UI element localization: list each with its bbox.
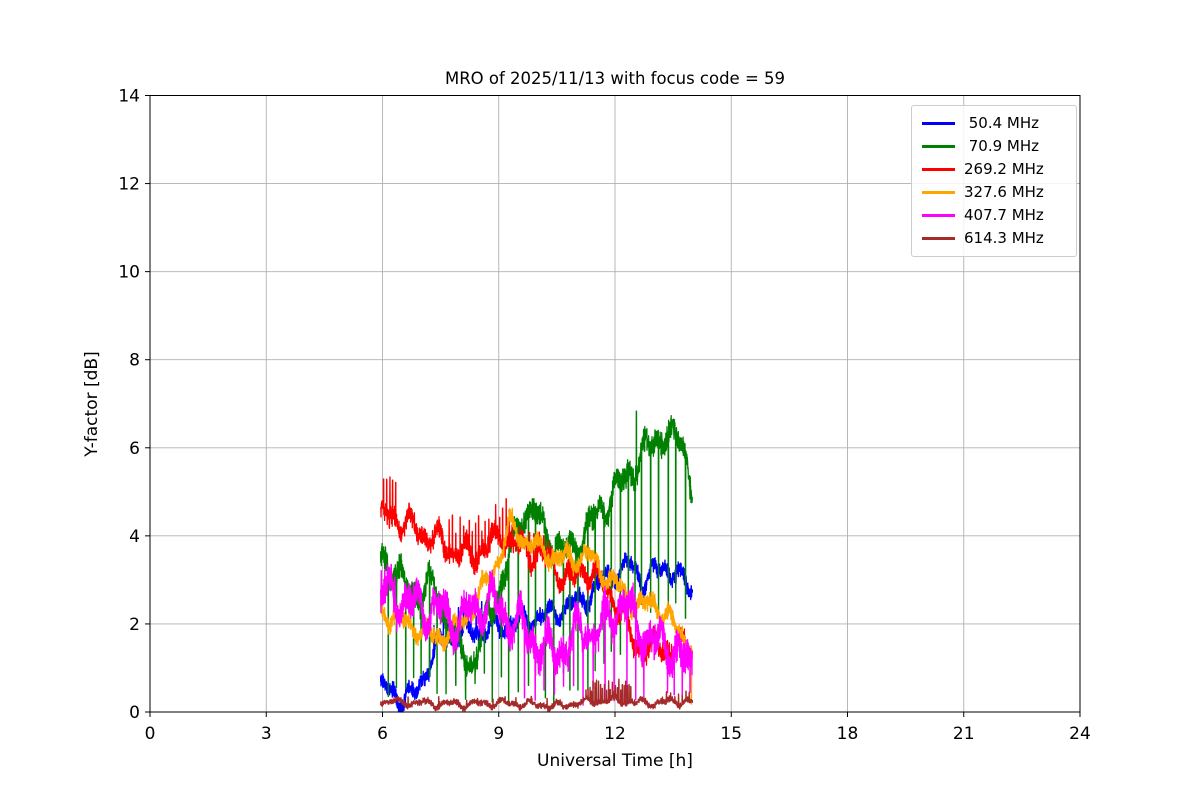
y-axis-label: Y-factor [dB] bbox=[82, 351, 102, 457]
y-tick-label: 2 bbox=[129, 615, 140, 635]
y-tick-label: 6 bbox=[129, 439, 140, 459]
series-lines bbox=[379, 410, 694, 713]
series-line-70-9-mhz bbox=[379, 410, 694, 706]
x-tick-label: 3 bbox=[261, 724, 272, 744]
legend-line-swatch bbox=[922, 122, 955, 125]
x-tick-label: 12 bbox=[604, 724, 626, 744]
chart-title: MRO of 2025/11/13 with focus code = 59 bbox=[445, 69, 785, 88]
legend-line-swatch bbox=[922, 237, 955, 240]
legend-line-swatch bbox=[922, 191, 955, 194]
x-tick-label: 0 bbox=[145, 724, 156, 744]
x-tick-label: 24 bbox=[1069, 724, 1091, 744]
legend-item-70-9-mhz: 70.9 MHz bbox=[922, 137, 1066, 156]
legend-label: 50.4 MHz bbox=[964, 114, 1040, 132]
y-tick-label: 8 bbox=[129, 351, 140, 371]
legend-label: 269.2 MHz bbox=[964, 160, 1044, 178]
y-tick-label: 12 bbox=[118, 175, 140, 195]
x-axis-label: Universal Time [h] bbox=[537, 751, 693, 771]
x-tick-label: 15 bbox=[720, 724, 742, 744]
legend-line-swatch bbox=[922, 168, 955, 171]
x-tick-label: 9 bbox=[493, 724, 504, 744]
legend-line-swatch bbox=[922, 214, 955, 217]
x-tick-label: 21 bbox=[953, 724, 975, 744]
legend-line-swatch bbox=[922, 145, 955, 148]
legend-label: 70.9 MHz bbox=[964, 137, 1040, 155]
legend-label: 614.3 MHz bbox=[964, 229, 1044, 247]
y-tick-label: 4 bbox=[129, 527, 140, 547]
legend-item-50-4-mhz: 50.4 MHz bbox=[922, 114, 1066, 133]
y-tick-label: 0 bbox=[129, 703, 140, 723]
series-line-614-3-mhz bbox=[379, 678, 694, 713]
plot-frame bbox=[149, 95, 1081, 713]
legend-item-269-2-mhz: 269.2 MHz bbox=[922, 160, 1066, 179]
legend-label: 407.7 MHz bbox=[964, 206, 1044, 224]
y-tick-label: 10 bbox=[118, 263, 140, 283]
x-tick-label: 18 bbox=[837, 724, 859, 744]
y-tick-label: 14 bbox=[118, 87, 140, 107]
legend: 50.4 MHz 70.9 MHz 269.2 MHz 327.6 MHz 407.7… bbox=[911, 105, 1077, 257]
x-tick-label: 6 bbox=[377, 724, 388, 744]
series-line-407-7-mhz bbox=[379, 563, 693, 706]
legend-item-614-3-mhz: 614.3 MHz bbox=[922, 229, 1066, 248]
legend-label: 327.6 MHz bbox=[964, 183, 1044, 201]
legend-item-327-6-mhz: 327.6 MHz bbox=[922, 183, 1066, 202]
legend-item-407-7-mhz: 407.7 MHz bbox=[922, 206, 1066, 225]
series-line-327-6-mhz bbox=[379, 507, 694, 705]
axis-ticks bbox=[145, 95, 1081, 717]
series-line-50-4-mhz bbox=[379, 552, 694, 713]
